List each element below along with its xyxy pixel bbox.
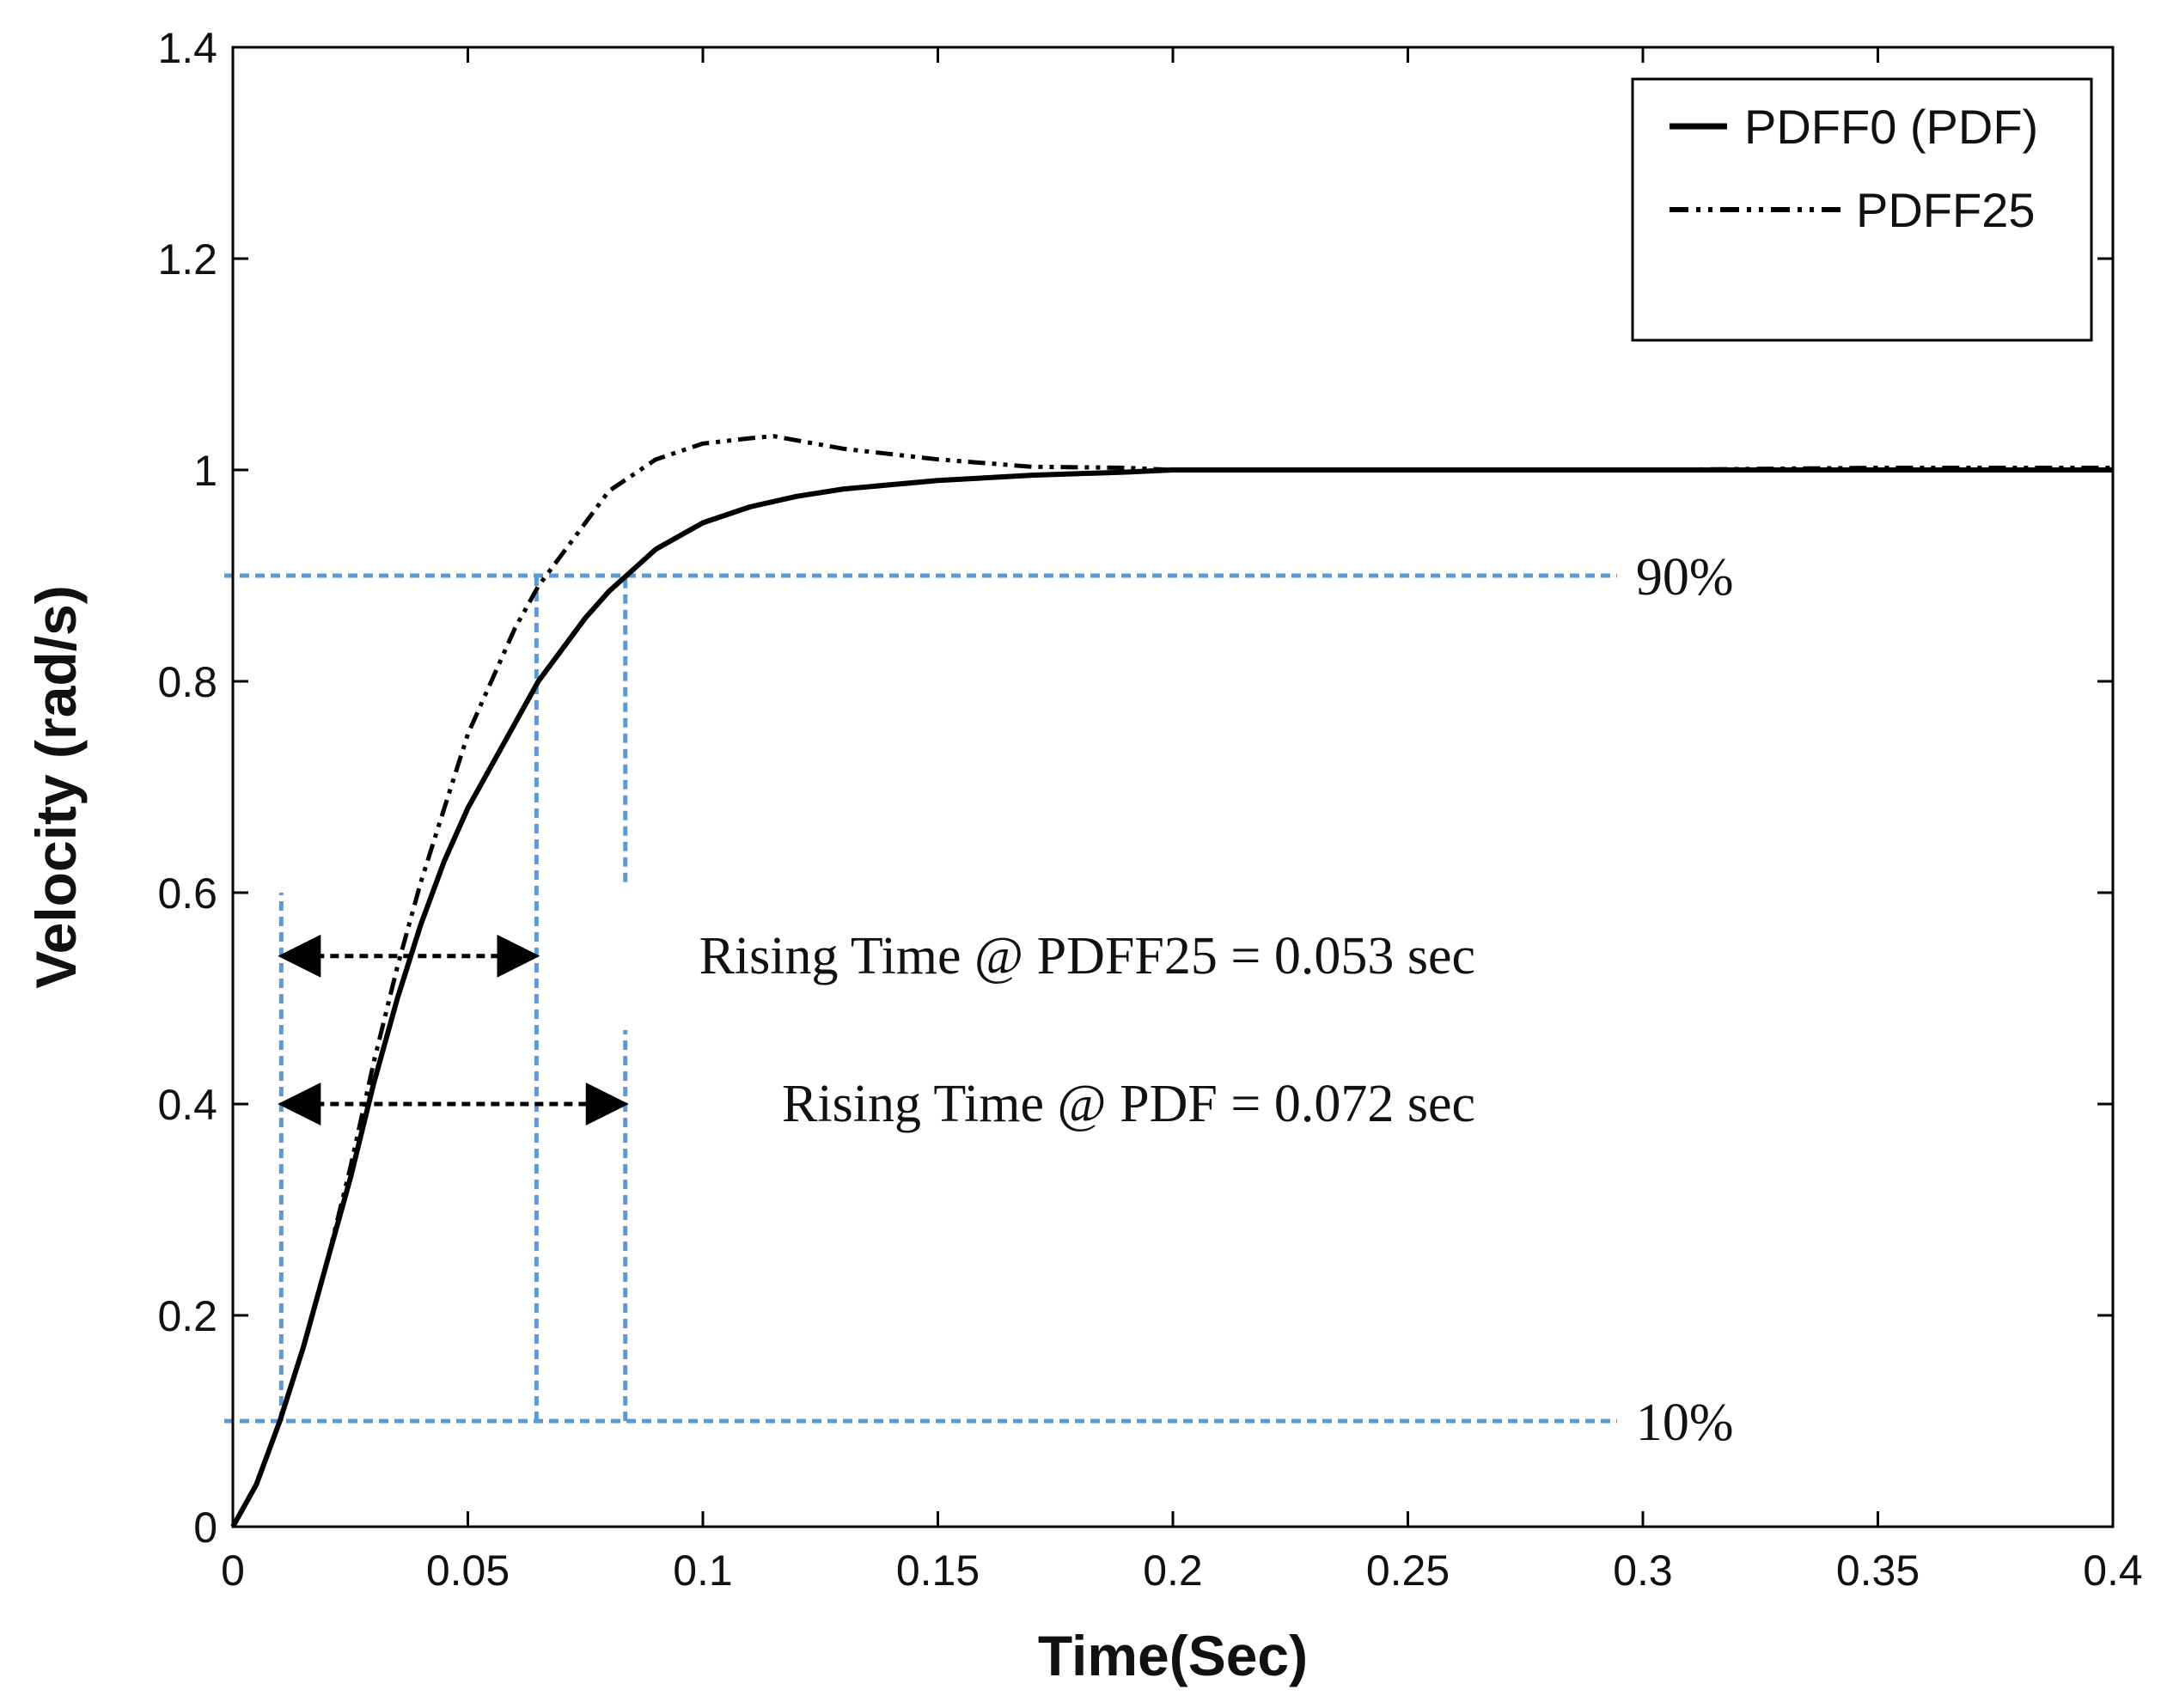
y-tick-label: 1 (193, 447, 217, 495)
plot-frame (231, 46, 2115, 1528)
reference-lines: 10% 90% (224, 548, 1734, 1452)
series-line-pdff0 (230, 467, 2113, 1528)
x-tick-label: 0.35 (1836, 1546, 1920, 1595)
reference-label: 90% (1636, 548, 1734, 607)
reference-label: 10% (1636, 1394, 1734, 1452)
x-tick-label: 0.05 (426, 1546, 510, 1595)
x-tick-label: 0.2 (1143, 1546, 1203, 1595)
legend-label-pdff0: PDFF0 (PDF) (1744, 100, 2038, 154)
y-tick-label: 0.4 (157, 1081, 217, 1129)
x-tick-label: 0 (221, 1546, 245, 1595)
y-tick-label: 0.8 (157, 658, 217, 706)
x-tick-label: 0.3 (1613, 1546, 1673, 1595)
rising-time-label: Rising Time @ PDF = 0.072 sec (782, 1075, 1475, 1133)
series-line-pdff25 (230, 434, 2113, 1528)
x-tick-label: 0.25 (1366, 1546, 1450, 1595)
legend: PDFF0 (PDF) PDFF25 (1631, 77, 2093, 342)
y-tick-label: 0 (193, 1504, 217, 1552)
series-layer (230, 434, 2113, 1528)
x-axis-title: Time(Sec) (1038, 1624, 1308, 1687)
x-tick-label: 0.1 (673, 1546, 733, 1595)
annotations-layer: Rising Time @ PDFF25 = 0.053 sec Rising T… (278, 927, 1475, 1133)
ticks-layer: 0 0.05 0.1 0.15 0.2 0.25 0.3 0.35 0.4 0 0.2 0.4 0.6 0… (157, 24, 2142, 1595)
x-tick-label: 0.4 (2083, 1546, 2143, 1595)
y-tick-label: 0.6 (157, 869, 217, 918)
rising-time-label: Rising Time @ PDFF25 = 0.053 sec (699, 927, 1475, 985)
y-tick-label: 0.2 (157, 1292, 217, 1340)
legend-label-pdff25: PDFF25 (1856, 183, 2036, 237)
y-axis-title: Velocity (rad/s) (24, 585, 88, 989)
y-tick-label: 1.4 (157, 24, 217, 72)
x-tick-label: 0.15 (896, 1546, 980, 1595)
y-tick-label: 1.2 (157, 235, 217, 284)
